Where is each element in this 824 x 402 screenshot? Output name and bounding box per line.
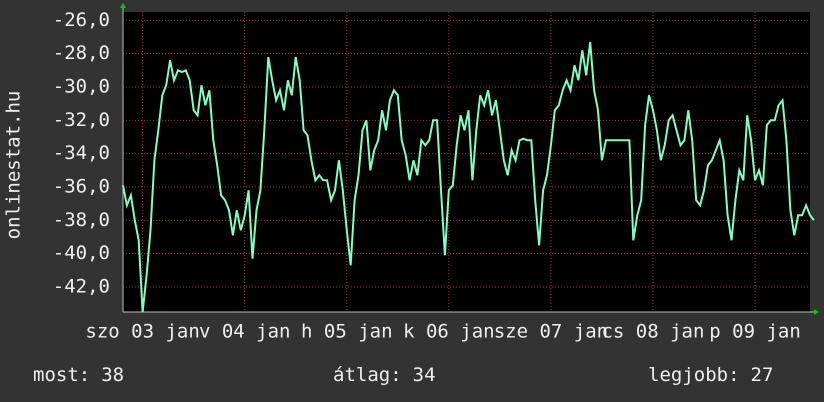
x-tick-label: h 05 jan — [301, 321, 393, 343]
x-tick-label: szo 03 jan — [85, 321, 199, 343]
stat-value: 34 — [413, 364, 436, 386]
x-tick-label: k 06 jan — [403, 321, 495, 343]
line — [122, 41, 815, 313]
y-tick-label: -30,0 — [53, 76, 110, 98]
stat-label: most: — [33, 364, 90, 386]
x-tick-label: cs 08 jan — [601, 321, 704, 343]
x-tick-label: p 09 jan — [709, 321, 801, 343]
y-axis-label: onlinestat.hu — [3, 91, 25, 240]
stat-label: átlag: — [333, 364, 402, 386]
y-tick-label: -28,0 — [53, 42, 110, 64]
y-tick-label: -36,0 — [53, 176, 110, 198]
y-tick-label: -26,0 — [53, 9, 110, 31]
stats: most: 38 átlag: 34 legjobb: 27 — [33, 364, 773, 386]
plot-area — [123, 12, 810, 312]
y-tick-label: -32,0 — [53, 109, 110, 131]
stat: átlag: 34 — [333, 364, 436, 386]
y-tick-label: -38,0 — [53, 209, 110, 231]
stat-value: 27 — [751, 364, 774, 386]
stat: legjobb: 27 — [648, 364, 773, 386]
x-tick-label: v 04 jan — [199, 321, 291, 343]
axis-arrow — [120, 3, 126, 8]
y-tick-label: -34,0 — [53, 142, 110, 164]
y-tick-label: -42,0 — [53, 276, 110, 298]
x-tick-label: sze 07 jan — [494, 321, 608, 343]
axis-arrow — [814, 309, 819, 315]
stat-label: legjobb: — [648, 364, 740, 386]
stat: most: 38 — [33, 364, 124, 386]
y-tick-label: -40,0 — [53, 242, 110, 264]
stat-value: 38 — [101, 364, 124, 386]
